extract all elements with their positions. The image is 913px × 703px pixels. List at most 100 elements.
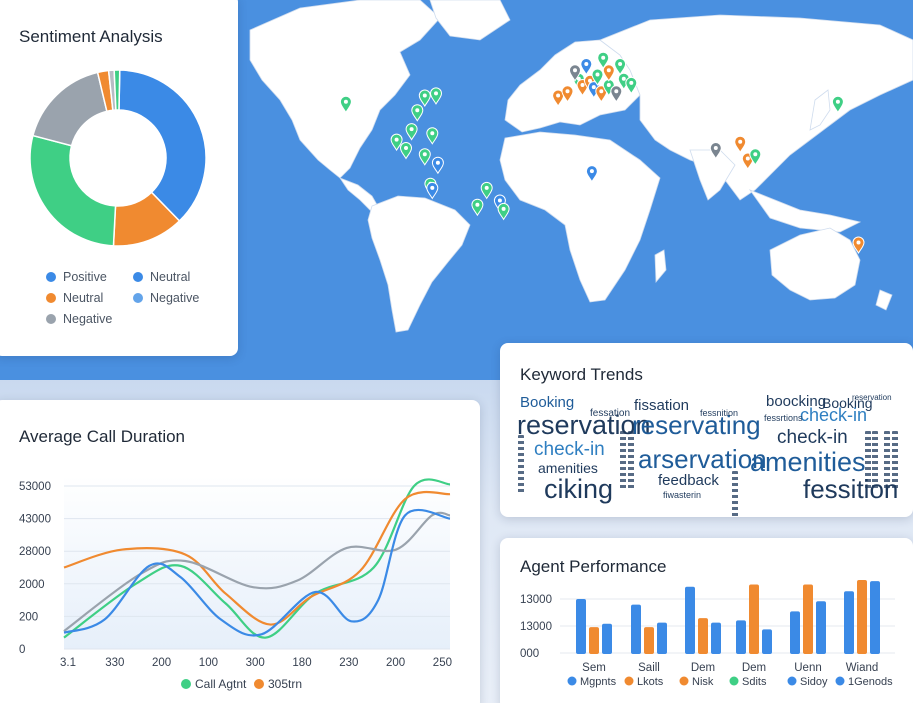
keyword-word[interactable]: fessrtions xyxy=(764,413,803,423)
line-series[interactable] xyxy=(63,511,451,632)
map-marker-pin[interactable] xyxy=(709,142,722,160)
keyword-word[interactable]: reservation xyxy=(852,393,892,402)
sentiment-donut-chart[interactable] xyxy=(0,0,238,356)
keyword-word[interactable]: fessition xyxy=(803,474,899,504)
bar-legend-item[interactable]: Mgpnts xyxy=(567,676,617,688)
map-marker-pin[interactable] xyxy=(595,85,608,103)
map-marker-pin[interactable] xyxy=(597,51,610,70)
land-japan xyxy=(809,89,831,131)
map-marker-pin[interactable] xyxy=(585,165,598,183)
sentiment-legend-item[interactable]: Neutral xyxy=(133,270,190,284)
agent-bar[interactable] xyxy=(685,586,695,654)
map-marker-pin[interactable] xyxy=(426,127,439,145)
map-marker-pin[interactable] xyxy=(405,123,418,141)
donut-slice[interactable] xyxy=(118,69,207,223)
x-tick-label: 100 xyxy=(199,657,218,669)
keyword-trends-title: Keyword Trends xyxy=(520,365,643,384)
agent-bar[interactable] xyxy=(844,591,854,654)
sentiment-legend-item[interactable]: Negative xyxy=(46,312,112,326)
bar-legend-item[interactable]: Sidoy xyxy=(787,676,829,688)
keyword-word[interactable]: amenities xyxy=(750,447,866,477)
donut-slice[interactable] xyxy=(113,69,121,111)
keyword-word[interactable]: Booking xyxy=(520,394,575,411)
map-marker-pin[interactable] xyxy=(418,89,431,107)
agent-bar[interactable] xyxy=(711,622,721,654)
keyword-word[interactable]: arservation xyxy=(638,444,767,474)
keyword-word[interactable]: fissation xyxy=(634,397,690,414)
y-tick-label: 43000 xyxy=(19,514,51,526)
agent-bar[interactable] xyxy=(870,581,880,654)
donut-slice[interactable] xyxy=(31,71,108,147)
map-marker-pin[interactable] xyxy=(426,181,439,200)
map-marker-pin[interactable] xyxy=(497,202,510,221)
map-marker-pin[interactable] xyxy=(480,181,493,200)
map-marker-pin[interactable] xyxy=(429,87,443,105)
map-marker-pin[interactable] xyxy=(552,89,565,107)
map-marker-pin[interactable] xyxy=(399,142,413,160)
sentiment-legend-item[interactable]: Neutral xyxy=(46,291,103,305)
keyword-word[interactable]: boocking xyxy=(766,393,827,410)
map-marker-pin[interactable] xyxy=(749,148,762,166)
keyword-word[interactable]: feedback xyxy=(658,472,719,489)
agent-bar[interactable] xyxy=(631,604,641,654)
agent-bar[interactable] xyxy=(816,601,826,654)
agent-bar[interactable] xyxy=(589,627,599,654)
map-marker-pin[interactable] xyxy=(625,76,638,95)
sentiment-legend-item[interactable]: Negative xyxy=(133,291,199,305)
map-marker-pin[interactable] xyxy=(411,104,424,122)
agent-bar[interactable] xyxy=(657,622,667,654)
keyword-word[interactable]: fessnition xyxy=(700,408,739,418)
agent-bar[interactable] xyxy=(602,623,612,654)
agent-performance-bar-chart[interactable]: 13000 13000 000 Sem Saill Dem Dem Uenn Wiand Mgpn… xyxy=(500,538,913,703)
bar-legend-item[interactable]: 1Genods xyxy=(835,676,894,688)
map-marker-pin[interactable] xyxy=(390,133,403,152)
map-marker-pin[interactable] xyxy=(602,64,615,82)
agent-bar[interactable] xyxy=(749,584,759,654)
keyword-word[interactable]: check-in xyxy=(777,427,848,448)
agent-bar[interactable] xyxy=(857,580,867,654)
map-marker-pin[interactable] xyxy=(561,85,574,103)
map-marker-pin[interactable] xyxy=(610,85,623,103)
keyword-word[interactable]: fessation xyxy=(590,408,631,419)
map-marker-pin[interactable] xyxy=(580,58,593,76)
legend-label: Positive xyxy=(63,270,107,284)
agent-bar[interactable] xyxy=(644,627,654,654)
map-marker-pin[interactable] xyxy=(418,148,431,166)
y-tick-label: 0 xyxy=(19,644,25,656)
keyword-word[interactable]: Booking xyxy=(822,395,873,411)
line-series[interactable] xyxy=(63,490,451,626)
bar-legend-item[interactable]: Nisk xyxy=(679,676,714,688)
keyword-word[interactable]: fiwasterin xyxy=(663,490,702,500)
bar-legend-item[interactable]: Sdits xyxy=(729,676,767,688)
donut-slice[interactable] xyxy=(29,134,117,247)
agent-bar[interactable] xyxy=(803,584,813,654)
agent-bar[interactable] xyxy=(790,611,800,654)
agent-bar[interactable] xyxy=(736,620,746,654)
map-marker-pin[interactable] xyxy=(568,64,582,82)
keyword-word[interactable]: check-in xyxy=(534,439,605,460)
map-marker-pin[interactable] xyxy=(591,68,604,86)
map-marker-pin[interactable] xyxy=(471,198,484,217)
sentiment-legend-item[interactable]: Positive xyxy=(46,270,107,284)
line-series[interactable] xyxy=(63,478,451,639)
legend-label: Sdits xyxy=(742,676,767,688)
keyword-word[interactable]: amenities xyxy=(538,460,598,476)
agent-bar[interactable] xyxy=(762,629,772,654)
map-marker-pin[interactable] xyxy=(431,156,444,175)
keyword-word[interactable]: reservating xyxy=(632,410,761,440)
map-marker-pin[interactable] xyxy=(831,95,844,114)
line-series[interactable] xyxy=(63,508,451,637)
bar-legend-item[interactable]: Lkots xyxy=(624,676,664,688)
keyword-word[interactable]: ciking xyxy=(544,474,614,504)
map-marker-pin[interactable] xyxy=(614,58,627,76)
keyword-word[interactable]: check-in xyxy=(800,405,868,425)
map-marker-pin[interactable] xyxy=(852,236,865,254)
map-marker-pin[interactable] xyxy=(339,95,352,114)
line-legend-item[interactable]: Call Agtnt xyxy=(181,677,247,691)
map-marker-pin[interactable] xyxy=(734,135,747,154)
agent-bar[interactable] xyxy=(576,599,586,654)
agent-bar[interactable] xyxy=(698,618,708,654)
world-map-canvas[interactable] xyxy=(0,0,913,380)
line-legend-item[interactable]: 305trn xyxy=(254,677,302,691)
